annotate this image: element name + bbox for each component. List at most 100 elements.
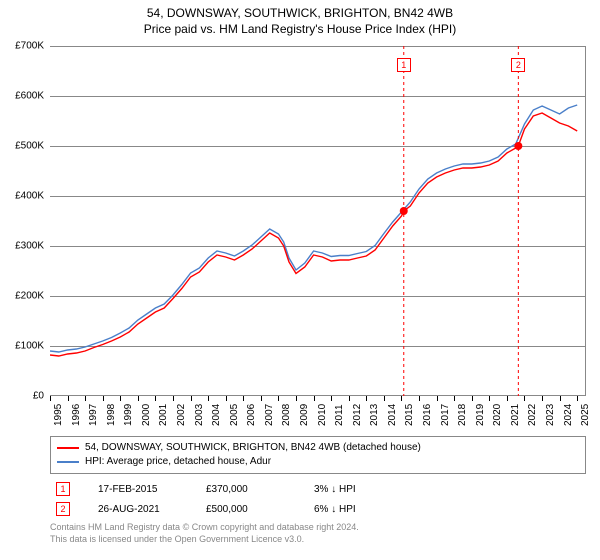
sale-row: 2 26-AUG-2021 £500,000 6% ↓ HPI [50, 502, 586, 516]
x-axis-label: 2021 [510, 404, 521, 426]
x-tick [155, 396, 156, 401]
x-tick [507, 396, 508, 401]
x-axis-label: 2012 [352, 404, 363, 426]
x-axis-label: 2008 [281, 404, 292, 426]
legend-swatch-1 [57, 447, 79, 449]
y-axis-label: £300K [15, 241, 44, 252]
x-axis-label: 2023 [545, 404, 556, 426]
x-axis-label: 2011 [334, 404, 345, 426]
x-axis-label: 2009 [299, 404, 310, 426]
footer-line-2: This data is licensed under the Open Gov… [50, 534, 586, 546]
sale-price: £370,000 [206, 484, 286, 495]
sale-price: £500,000 [206, 504, 286, 515]
y-axis-label: £100K [15, 341, 44, 352]
x-tick [296, 396, 297, 401]
y-axis-label: £700K [15, 41, 44, 52]
sale-row-marker: 2 [56, 502, 70, 516]
sale-diff: 3% ↓ HPI [314, 484, 394, 495]
x-tick [85, 396, 86, 401]
x-tick [419, 396, 420, 401]
title-sub: Price paid vs. HM Land Registry's House … [0, 22, 600, 38]
x-tick [103, 396, 104, 401]
x-tick [560, 396, 561, 401]
footer-text: Contains HM Land Registry data © Crown c… [50, 522, 586, 545]
x-axis-label: 2020 [492, 404, 503, 426]
chart-title: 54, DOWNSWAY, SOUTHWICK, BRIGHTON, BN42 … [0, 0, 600, 37]
footer-line-1: Contains HM Land Registry data © Crown c… [50, 522, 586, 534]
x-axis-label: 2025 [580, 404, 591, 426]
x-tick [243, 396, 244, 401]
chart-line [50, 113, 577, 356]
legend-label-2: HPI: Average price, detached house, Adur [85, 455, 271, 469]
chart-svg [50, 46, 586, 396]
x-axis-label: 2000 [141, 404, 152, 426]
legend-series: 54, DOWNSWAY, SOUTHWICK, BRIGHTON, BN42 … [50, 436, 586, 474]
x-axis-label: 2015 [404, 404, 415, 426]
x-tick [261, 396, 262, 401]
x-tick [331, 396, 332, 401]
x-axis-label: 2019 [475, 404, 486, 426]
legend-row-2: HPI: Average price, detached house, Adur [57, 455, 579, 469]
x-tick [349, 396, 350, 401]
x-tick [120, 396, 121, 401]
x-axis-label: 2005 [229, 404, 240, 426]
sales-table: 1 17-FEB-2015 £370,000 3% ↓ HPI 2 26-AUG-2021… [50, 482, 586, 516]
x-axis-label: 2006 [246, 404, 257, 426]
x-axis-label: 2018 [457, 404, 468, 426]
y-axis-label: £0 [33, 391, 44, 402]
x-tick [208, 396, 209, 401]
x-tick [226, 396, 227, 401]
sale-row: 1 17-FEB-2015 £370,000 3% ↓ HPI [50, 482, 586, 496]
title-main: 54, DOWNSWAY, SOUTHWICK, BRIGHTON, BN42 … [0, 6, 600, 22]
chart-line [50, 105, 577, 352]
x-axis-label: 1997 [88, 404, 99, 426]
x-axis-label: 2007 [264, 404, 275, 426]
x-tick [68, 396, 69, 401]
x-axis: 1995 1996 1997 1998 1999 2000 2001 2002 2003 2004… [50, 398, 586, 438]
sale-marker-box: 1 [397, 58, 411, 72]
x-tick [577, 396, 578, 401]
x-axis-label: 1998 [106, 404, 117, 426]
x-tick [542, 396, 543, 401]
sale-marker-point [514, 142, 522, 150]
x-tick [366, 396, 367, 401]
x-axis-label: 1996 [71, 404, 82, 426]
x-axis-label: 1999 [123, 404, 134, 426]
x-axis-label: 2001 [158, 404, 169, 426]
x-tick [489, 396, 490, 401]
legend: 54, DOWNSWAY, SOUTHWICK, BRIGHTON, BN42 … [50, 436, 586, 545]
x-axis-label: 2002 [176, 404, 187, 426]
x-tick [138, 396, 139, 401]
x-tick [191, 396, 192, 401]
x-axis-label: 1995 [53, 404, 64, 426]
legend-row-1: 54, DOWNSWAY, SOUTHWICK, BRIGHTON, BN42 … [57, 441, 579, 455]
x-tick [173, 396, 174, 401]
x-tick [472, 396, 473, 401]
sale-date: 17-FEB-2015 [98, 484, 178, 495]
x-tick [401, 396, 402, 401]
x-tick [314, 396, 315, 401]
sale-date: 26-AUG-2021 [98, 504, 178, 515]
sale-row-marker: 1 [56, 482, 70, 496]
sale-diff: 6% ↓ HPI [314, 504, 394, 515]
x-axis-label: 2017 [440, 404, 451, 426]
x-axis-label: 2010 [317, 404, 328, 426]
x-tick [454, 396, 455, 401]
x-axis-label: 2014 [387, 404, 398, 426]
y-axis: £0£100K£200K£300K£400K£500K£600K£700K [0, 46, 48, 396]
y-axis-label: £600K [15, 91, 44, 102]
x-axis-label: 2016 [422, 404, 433, 426]
x-axis-label: 2003 [194, 404, 205, 426]
legend-label-1: 54, DOWNSWAY, SOUTHWICK, BRIGHTON, BN42 … [85, 441, 421, 455]
x-axis-label: 2022 [527, 404, 538, 426]
x-axis-label: 2004 [211, 404, 222, 426]
legend-swatch-2 [57, 461, 79, 463]
x-tick [50, 396, 51, 401]
x-axis-label: 2024 [563, 404, 574, 426]
y-axis-label: £200K [15, 291, 44, 302]
y-axis-label: £400K [15, 191, 44, 202]
x-axis-label: 2013 [369, 404, 380, 426]
y-axis-label: £500K [15, 141, 44, 152]
x-tick [278, 396, 279, 401]
sale-marker-point [400, 207, 408, 215]
